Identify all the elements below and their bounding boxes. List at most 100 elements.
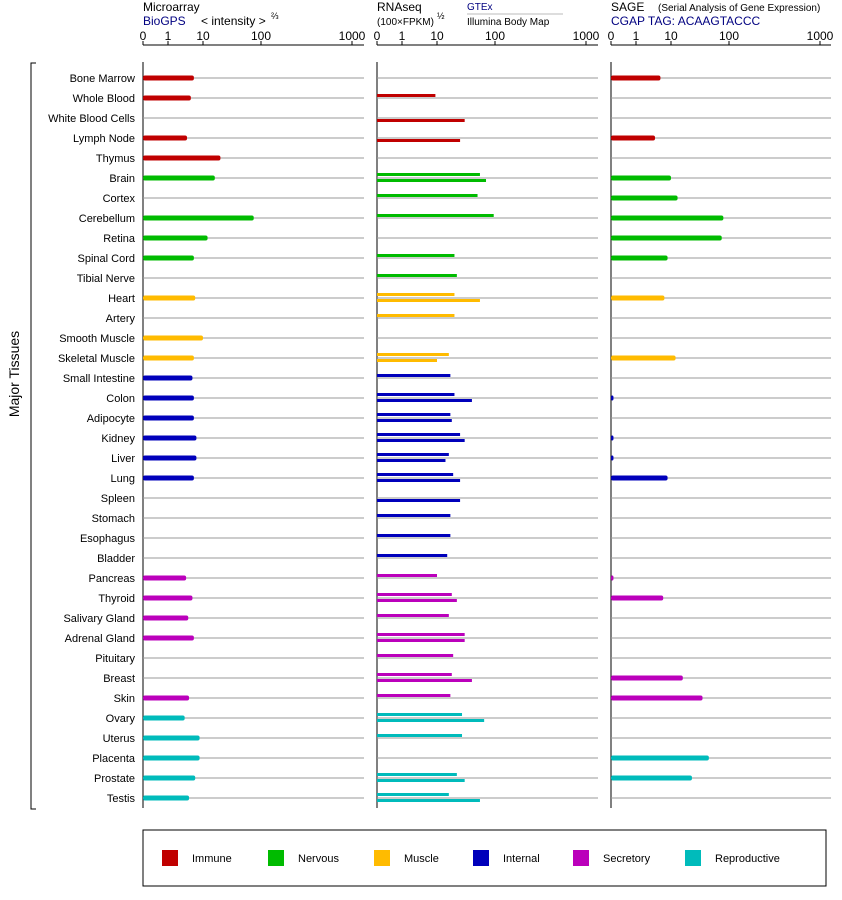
rnaseq-gtex-bar bbox=[377, 314, 455, 317]
rnaseq-gtex-bar bbox=[377, 574, 437, 577]
sage-tag: CGAP TAG: ACAAGTACCC bbox=[611, 14, 760, 28]
tissue-label: Salivary Gland bbox=[63, 613, 135, 625]
rnaseq-source-gtex: GTEx bbox=[467, 2, 493, 13]
tissue-label: Lymph Node bbox=[73, 133, 135, 145]
sage-tick-label: 0 bbox=[608, 29, 615, 43]
microarray-bar bbox=[143, 715, 185, 721]
rnaseq-ibm-bar bbox=[377, 459, 446, 462]
microarray-bar bbox=[143, 175, 215, 181]
sage-tick-label: 1 bbox=[633, 29, 640, 43]
tissue-label: Esophagus bbox=[80, 533, 136, 545]
legend-item-secretory: Secretory bbox=[573, 850, 651, 866]
legend-swatch bbox=[573, 850, 589, 866]
rnaseq-gtex-bar bbox=[377, 194, 478, 197]
row-grid bbox=[143, 77, 831, 799]
tissue-label: Colon bbox=[106, 393, 135, 405]
microarray-bar bbox=[143, 595, 193, 601]
rnaseq-gtex-bar bbox=[377, 274, 457, 277]
rnaseq-gtex-bar bbox=[377, 554, 448, 557]
tissue-label: Thymus bbox=[96, 153, 136, 165]
tissue-label: Bladder bbox=[97, 553, 135, 565]
tissue-label: Thyroid bbox=[98, 593, 135, 605]
legend-item-reproductive: Reproductive bbox=[685, 850, 780, 866]
rnaseq-gtex-bar bbox=[377, 214, 494, 217]
microarray-scale-exponent: ⅔ bbox=[271, 11, 279, 21]
sage-bar bbox=[611, 455, 614, 461]
tissue-label: Stomach bbox=[92, 513, 135, 525]
sage-subtitle: (Serial Analysis of Gene Expression) bbox=[658, 3, 820, 14]
microarray-bar bbox=[143, 395, 194, 401]
rnaseq-gtex-bar bbox=[377, 453, 449, 456]
rnaseq-ibm-bar bbox=[377, 299, 480, 302]
rnaseq-ibm-bar bbox=[377, 639, 465, 642]
microarray-bar bbox=[143, 295, 196, 301]
rnaseq-source-ibm: Illumina Body Map bbox=[467, 17, 550, 28]
microarray-tick-label: 10 bbox=[196, 29, 210, 43]
rnaseq-gtex-bar bbox=[377, 254, 455, 257]
legend-swatch bbox=[374, 850, 390, 866]
sage-bar bbox=[611, 675, 683, 681]
rnaseq-tick-label: 0 bbox=[374, 29, 381, 43]
sage-bar bbox=[611, 135, 656, 141]
rnaseq-ibm-bar bbox=[377, 779, 465, 782]
legend-label: Secretory bbox=[603, 853, 651, 865]
tissue-label: Cerebellum bbox=[79, 213, 135, 225]
legend-label: Muscle bbox=[404, 853, 439, 865]
microarray-bar bbox=[143, 155, 221, 161]
rnaseq-ibm-bar bbox=[377, 439, 465, 442]
legend-label: Immune bbox=[192, 853, 232, 865]
rnaseq-title: RNAseq bbox=[377, 0, 422, 14]
microarray-bar bbox=[143, 455, 197, 461]
sage-bar bbox=[611, 295, 665, 301]
sage-bar bbox=[611, 255, 668, 261]
sage-bar bbox=[611, 575, 614, 581]
microarray-bar bbox=[143, 755, 200, 761]
tissue-label: Placenta bbox=[92, 753, 136, 765]
microarray-source: BioGPS bbox=[143, 14, 186, 28]
legend-item-immune: Immune bbox=[162, 850, 232, 866]
tissue-label: Adrenal Gland bbox=[65, 633, 135, 645]
sage-bar bbox=[611, 755, 709, 761]
rnaseq-ibm-bar bbox=[377, 119, 465, 122]
rnaseq-gtex-bar bbox=[377, 593, 452, 596]
rnaseq-gtex-bar bbox=[377, 673, 452, 676]
rnaseq-gtex-bar bbox=[377, 293, 455, 296]
microarray-bar bbox=[143, 255, 194, 261]
rnaseq-ibm-bar bbox=[377, 179, 487, 182]
rnaseq-ibm-bar bbox=[377, 799, 480, 802]
rnaseq-ibm-bar bbox=[377, 399, 472, 402]
sage-bar bbox=[611, 215, 724, 221]
rnaseq-scale-label: (100×FPKM) bbox=[377, 17, 434, 28]
legend: Immune Nervous Muscle Internal Secretory Repr… bbox=[162, 850, 780, 866]
tissue-label: Lung bbox=[111, 473, 135, 485]
tissue-label: Retina bbox=[103, 233, 136, 245]
rnaseq-tick-label: 1000 bbox=[573, 29, 600, 43]
tissue-label: Spinal Cord bbox=[78, 253, 135, 265]
rnaseq-gtex-bar bbox=[377, 353, 449, 356]
rnaseq-gtex-bar bbox=[377, 374, 451, 377]
legend-label: Reproductive bbox=[715, 853, 780, 865]
tissue-label: Ovary bbox=[106, 713, 136, 725]
sage-bar bbox=[611, 775, 692, 781]
legend-label: Internal bbox=[503, 853, 540, 865]
tissue-label: Breast bbox=[103, 673, 135, 685]
rnaseq-gtex-bar bbox=[377, 413, 451, 416]
microarray-bar bbox=[143, 435, 197, 441]
rnaseq-tick-label: 10 bbox=[430, 29, 444, 43]
microarray-bar bbox=[143, 695, 190, 701]
rnaseq-gtex-bar bbox=[377, 173, 480, 176]
microarray-bar bbox=[143, 375, 193, 381]
rnaseq-gtex-bar bbox=[377, 654, 454, 657]
legend-item-nervous: Nervous bbox=[268, 850, 339, 866]
rnaseq-tick-label: 1 bbox=[399, 29, 406, 43]
rnaseq-gtex-bar bbox=[377, 393, 455, 396]
rnaseq-gtex-bar bbox=[377, 614, 449, 617]
microarray-bar bbox=[143, 615, 189, 621]
microarray-tick-label: 1 bbox=[165, 29, 172, 43]
tissue-label: Skeletal Muscle bbox=[58, 353, 135, 365]
microarray-scale-label: < intensity > bbox=[201, 14, 266, 28]
tissue-label: Testis bbox=[107, 793, 136, 805]
rnaseq-gtex-bar bbox=[377, 94, 436, 97]
rnaseq-gtex-bar bbox=[377, 514, 451, 517]
